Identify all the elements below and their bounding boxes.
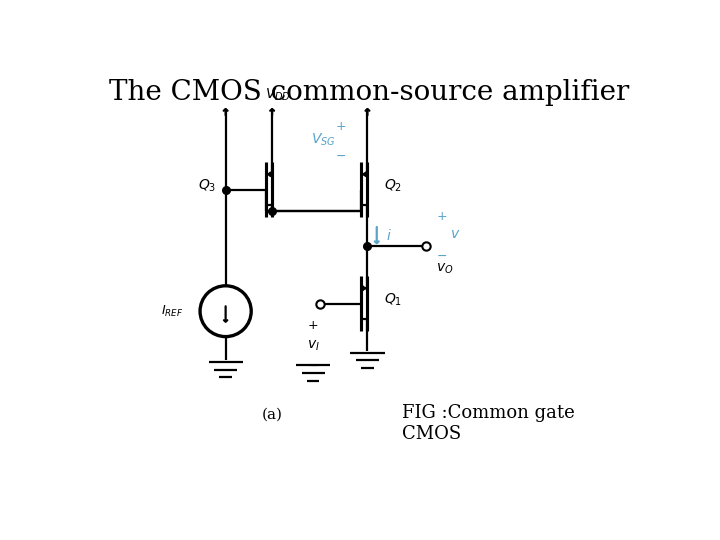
Text: $Q_1$: $Q_1$: [384, 292, 402, 308]
Text: $i$: $i$: [386, 228, 392, 243]
Text: $-$: $-$: [335, 149, 346, 162]
Text: The CMOS common-source amplifier: The CMOS common-source amplifier: [109, 79, 629, 106]
Text: $V_{SG}$: $V_{SG}$: [311, 132, 336, 149]
Text: (a): (a): [261, 408, 283, 422]
Text: $-$: $-$: [436, 248, 447, 261]
Text: $-$: $-$: [307, 359, 319, 372]
Text: +: +: [308, 319, 318, 332]
Text: $Q_3$: $Q_3$: [198, 178, 216, 194]
Text: $I_{REF}$: $I_{REF}$: [161, 303, 183, 319]
Text: +: +: [336, 120, 346, 133]
Text: $v$: $v$: [449, 227, 460, 241]
Text: $v_O$: $v_O$: [436, 262, 454, 276]
Text: $Q_2$: $Q_2$: [384, 178, 402, 194]
Text: $V_{DD}$: $V_{DD}$: [265, 87, 292, 103]
Text: FIG :Common gate
CMOS: FIG :Common gate CMOS: [402, 404, 575, 443]
Text: $v_I$: $v_I$: [307, 339, 320, 353]
Text: +: +: [436, 210, 447, 223]
